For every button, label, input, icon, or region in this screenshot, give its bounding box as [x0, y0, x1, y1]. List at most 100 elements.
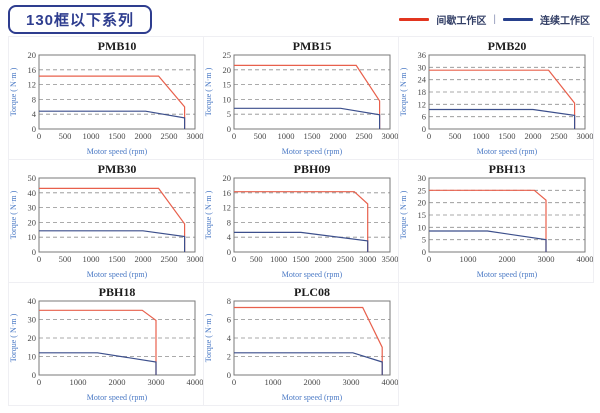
x-tick-label: 2500 [161, 254, 178, 264]
x-tick-label: 500 [254, 131, 267, 141]
x-tick-label: 2000 [109, 377, 126, 387]
y-tick-label: 12 [223, 203, 232, 213]
chart-cell-pbh18: PBH18 Torque ( N·m ) Motor speed (rpm) 0 10 2… [9, 283, 204, 406]
chart-svg: PMB30 Torque ( N·m ) Motor speed (rpm) 0 10 2… [9, 162, 203, 279]
x-tick-label: 500 [250, 254, 263, 264]
y-axis-label: Torque ( N·m ) [204, 190, 213, 239]
x-tick-label: 0 [232, 377, 236, 387]
y-tick-label: 15 [223, 80, 232, 90]
chart-svg: PBH18 Torque ( N·m ) Motor speed (rpm) 0 10 2… [9, 285, 203, 402]
series-line [39, 110, 186, 129]
chart-cell-pmb10: PMB10 Torque ( N·m ) Motor speed (rpm) 0 4 8 1… [9, 37, 204, 160]
series-line [39, 187, 186, 252]
x-tick-label: 2000 [304, 377, 321, 387]
y-tick-label: 6 [227, 315, 231, 325]
chart-cell-pbh13: PBH13 Torque ( N·m ) Motor speed (rpm) 0 5 10… [399, 160, 594, 283]
series-line [234, 231, 369, 252]
y-tick-label: 40 [28, 296, 37, 306]
y-tick-label: 40 [28, 188, 37, 198]
x-tick-label: 1000 [265, 377, 282, 387]
y-tick-label: 4 [32, 109, 37, 119]
y-tick-label: 10 [28, 232, 37, 242]
series-line [234, 306, 383, 375]
y-tick-label: 4 [227, 333, 232, 343]
continuous-line-swatch [503, 17, 533, 21]
y-tick-label: 30 [418, 62, 427, 72]
series-line [429, 69, 576, 129]
legend-label-intermittent: 间歇工作区 [436, 15, 487, 27]
plot-border [428, 54, 586, 130]
y-axis-label: Torque ( N·m ) [9, 190, 18, 239]
x-tick-label: 1000 [83, 254, 100, 264]
y-tick-label: 12 [28, 80, 37, 90]
x-tick-label: 4000 [382, 377, 399, 387]
x-tick-label: 4000 [577, 254, 594, 264]
x-tick-label: 1500 [499, 131, 516, 141]
y-tick-label: 15 [418, 210, 427, 220]
x-tick-label: 2500 [551, 131, 568, 141]
y-tick-label: 25 [418, 185, 427, 195]
chart-cell-pmb30: PMB30 Torque ( N·m ) Motor speed (rpm) 0 10 2… [9, 160, 204, 283]
x-tick-label: 2000 [525, 131, 542, 141]
x-axis-label: Motor speed (rpm) [282, 393, 343, 402]
y-tick-label: 50 [28, 173, 37, 183]
chart-cell-pmb20: PMB20 Torque ( N·m ) Motor speed (rpm) 0 6 12… [399, 37, 594, 160]
series-line [429, 189, 547, 252]
plot-border [233, 300, 391, 376]
x-tick-label: 0 [37, 131, 41, 141]
x-tick-label: 2000 [330, 131, 347, 141]
y-tick-label: 25 [223, 50, 232, 60]
x-tick-label: 0 [37, 377, 41, 387]
chart-title: PMB20 [488, 39, 527, 53]
x-tick-label: 3000 [343, 377, 360, 387]
y-tick-label: 20 [28, 50, 37, 60]
x-tick-label: 2000 [315, 254, 332, 264]
x-tick-label: 0 [427, 131, 431, 141]
x-tick-label: 3000 [148, 377, 165, 387]
y-axis-label: Torque ( N·m ) [399, 67, 408, 116]
chart-cell-pbh09: PBH09 Torque ( N·m ) Motor speed (rpm) 0 4 8 1… [204, 160, 399, 283]
x-tick-label: 0 [427, 254, 431, 264]
y-tick-label: 20 [28, 333, 37, 343]
y-tick-label: 10 [223, 94, 232, 104]
y-axis-label: Torque ( N·m ) [204, 313, 213, 362]
x-tick-label: 2500 [356, 131, 373, 141]
x-tick-label: 3000 [577, 131, 594, 141]
series-line [39, 309, 157, 375]
x-axis-label: Motor speed (rpm) [477, 147, 538, 156]
x-tick-label: 2000 [135, 254, 152, 264]
y-tick-label: 6 [422, 112, 426, 122]
y-tick-label: 8 [32, 94, 36, 104]
x-tick-label: 2000 [135, 131, 152, 141]
x-tick-label: 3000 [187, 131, 204, 141]
x-tick-label: 500 [59, 254, 72, 264]
x-axis-label: Motor speed (rpm) [282, 270, 343, 279]
chart-svg: PLC08 Torque ( N·m ) Motor speed (rpm) 0 2 4 6… [204, 285, 399, 402]
page-title: 130框以下系列 [8, 4, 153, 34]
x-tick-label: 3000 [382, 131, 399, 141]
chart-svg: PBH09 Torque ( N·m ) Motor speed (rpm) 0 4 8 1… [204, 162, 399, 279]
x-tick-label: 3000 [359, 254, 376, 264]
y-tick-label: 20 [223, 65, 232, 75]
x-tick-label: 0 [232, 131, 236, 141]
x-tick-label: 0 [232, 254, 236, 264]
chart-title: PLC08 [294, 285, 330, 299]
y-tick-label: 30 [28, 203, 37, 213]
x-tick-label: 3500 [382, 254, 399, 264]
chart-svg: PMB10 Torque ( N·m ) Motor speed (rpm) 0 4 8 1… [9, 39, 204, 156]
x-tick-label: 1000 [70, 377, 87, 387]
x-tick-label: 500 [59, 131, 72, 141]
legend-label-continuous: 连续工作区 [540, 15, 590, 27]
x-tick-label: 2000 [499, 254, 516, 264]
plot-border [233, 54, 391, 130]
y-tick-label: 30 [28, 315, 37, 325]
series-line [429, 230, 547, 252]
legend-separator: | [493, 13, 496, 25]
y-tick-label: 10 [418, 222, 427, 232]
y-tick-label: 5 [227, 109, 231, 119]
chart-title: PBH09 [294, 162, 331, 176]
y-tick-label: 8 [227, 296, 231, 306]
chart-title: PMB30 [98, 162, 137, 176]
y-tick-label: 20 [28, 217, 37, 227]
